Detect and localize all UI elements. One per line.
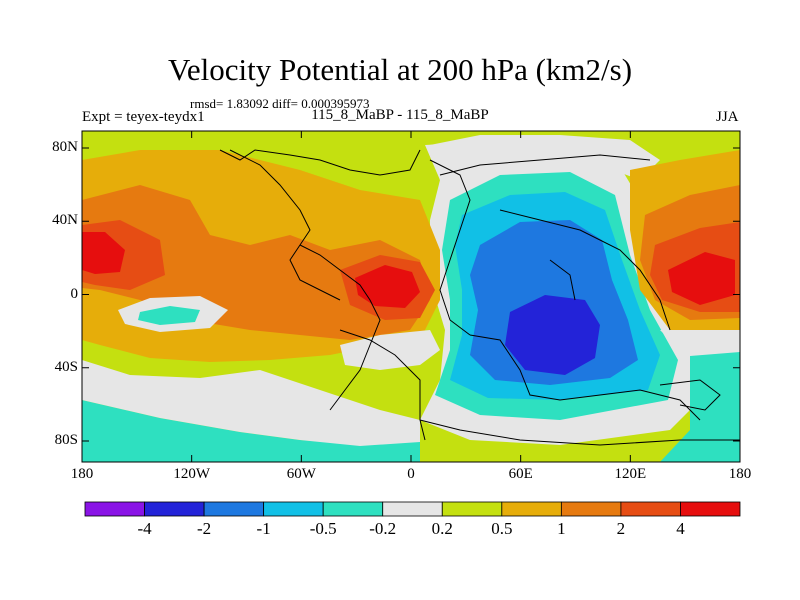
colorbar-label: -1 <box>256 519 271 538</box>
contour-fill-layer <box>82 135 740 462</box>
latitude-ticks <box>82 147 740 442</box>
stats-text: rmsd= 1.83092 diff= 0.000395973 <box>190 96 370 111</box>
contour-level-4-east <box>668 252 735 305</box>
contour-level-north-cap <box>430 135 660 180</box>
colorbar-swatch <box>382 501 443 517</box>
colorbar-swatch <box>680 501 741 517</box>
contour-level-neutral-gap <box>340 330 440 370</box>
colorbar-label: 0.5 <box>491 519 513 538</box>
colorbar-label: 4 <box>676 519 685 538</box>
colorbar-swatch <box>144 501 205 517</box>
colorbar-label: 0.2 <box>431 519 453 538</box>
colorbar-swatch <box>501 501 562 517</box>
contour-level--4 <box>505 295 600 375</box>
contour-level-southern-band-2 <box>82 360 420 446</box>
colorbar-label: -0.5 <box>309 519 337 538</box>
colorbar-swatch <box>203 501 265 517</box>
colorbar <box>84 501 741 517</box>
contour-level-4-atlantic <box>355 265 420 308</box>
coastlines <box>219 149 740 446</box>
colorbar-label: -2 <box>196 519 212 538</box>
colorbar-swatch <box>620 501 681 517</box>
experiment-label: Expt = teyex-teydx1 <box>82 109 205 125</box>
contour-level-pacific-pocket <box>138 306 200 325</box>
contour-level-4-west <box>82 232 125 274</box>
colorbar-label: 2 <box>616 519 626 538</box>
colorbar-swatch <box>322 501 384 517</box>
contour-level-southern-band <box>82 400 420 462</box>
lon-label: 120E <box>614 466 647 482</box>
contour-level-east-south <box>660 350 740 462</box>
lat-label: 80S <box>54 432 78 448</box>
colorbar-swatch <box>84 501 145 517</box>
plot-title: Velocity Potential at 200 hPa (km2/s) <box>167 52 633 87</box>
colorbar-swatch <box>441 501 503 517</box>
colorbar-label: 1 <box>557 519 566 538</box>
lon-label: 0 <box>407 466 415 482</box>
lon-label: 60E <box>508 466 533 482</box>
lat-label: 40N <box>52 212 78 229</box>
plot-subtitle: 115_8_MaBP - 115_8_MaBP <box>311 107 489 123</box>
lon-label: 120W <box>173 466 210 482</box>
lon-label: 180 <box>70 466 94 482</box>
lat-label: 40S <box>54 358 78 375</box>
lat-label: 0 <box>70 285 79 302</box>
season-label: JJA <box>716 109 739 125</box>
contour-level-east-south-light <box>660 330 740 356</box>
colorbar-label: -4 <box>137 519 152 538</box>
lat-label: 80N <box>52 139 78 155</box>
lon-label: 60W <box>286 466 316 482</box>
colorbar-label: -0.2 <box>369 519 397 538</box>
longitude-ticks <box>81 131 741 462</box>
colorbar-swatch <box>263 501 324 517</box>
colorbar-swatch <box>560 501 622 517</box>
lon-label: 180 <box>728 466 752 482</box>
